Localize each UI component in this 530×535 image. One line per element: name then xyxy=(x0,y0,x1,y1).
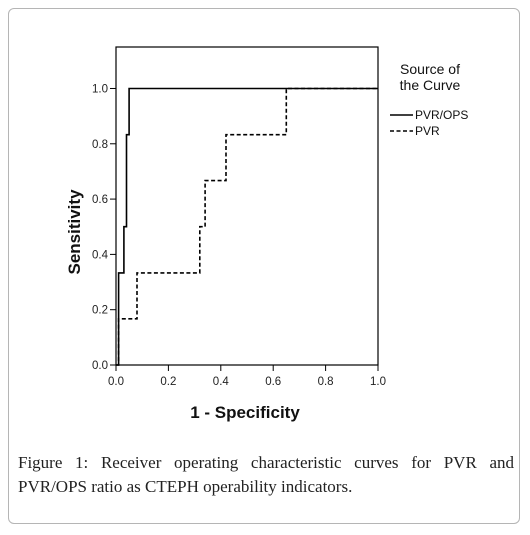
y-axis-ticks: 0.0 0.2 0.4 0.6 0.8 1.0 xyxy=(92,83,116,372)
x-axis-ticks: 0.0 0.2 0.4 0.6 0.8 1.0 xyxy=(108,365,386,388)
y-axis-label: Sensitivity xyxy=(65,189,84,275)
plot-area xyxy=(115,46,379,366)
x-tick-label: 0.2 xyxy=(160,376,176,388)
legend-title-line-2: the Curve xyxy=(400,77,461,93)
legend-title-line-1: Source of xyxy=(400,61,460,77)
y-tick-label: 0.2 xyxy=(92,305,108,317)
x-tick-label: 1.0 xyxy=(370,376,386,388)
y-tick-label: 0.0 xyxy=(92,360,108,372)
legend: Source of the Curve PVR/OPS PVR xyxy=(390,61,468,138)
legend-entry-pvr-ops: PVR/OPS xyxy=(415,108,468,122)
legend-entry-pvr: PVR xyxy=(415,124,440,138)
y-tick-label: 0.8 xyxy=(92,139,108,151)
caption-text: Receiver operating characteristic curves… xyxy=(18,453,514,496)
series-layer xyxy=(116,87,378,366)
series-line-pvr xyxy=(116,87,378,366)
x-tick-label: 0.6 xyxy=(265,376,281,388)
caption-label: Figure 1: xyxy=(18,453,89,472)
x-axis-label: 1 - Specificity xyxy=(190,403,300,422)
figure-caption: Figure 1: Receiver operating characteris… xyxy=(18,451,514,499)
x-tick-label: 0.4 xyxy=(213,376,230,388)
x-tick-label: 0.8 xyxy=(318,376,334,388)
y-tick-label: 0.4 xyxy=(92,249,109,261)
roc-chart: 0.0 0.2 0.4 0.6 0.8 1.0 0.0 0.2 0.4 0.6 0.8 1.0 Se… xyxy=(65,46,468,422)
y-tick-label: 0.6 xyxy=(92,194,108,206)
x-tick-label: 0.0 xyxy=(108,376,124,388)
y-tick-label: 1.0 xyxy=(92,83,108,95)
